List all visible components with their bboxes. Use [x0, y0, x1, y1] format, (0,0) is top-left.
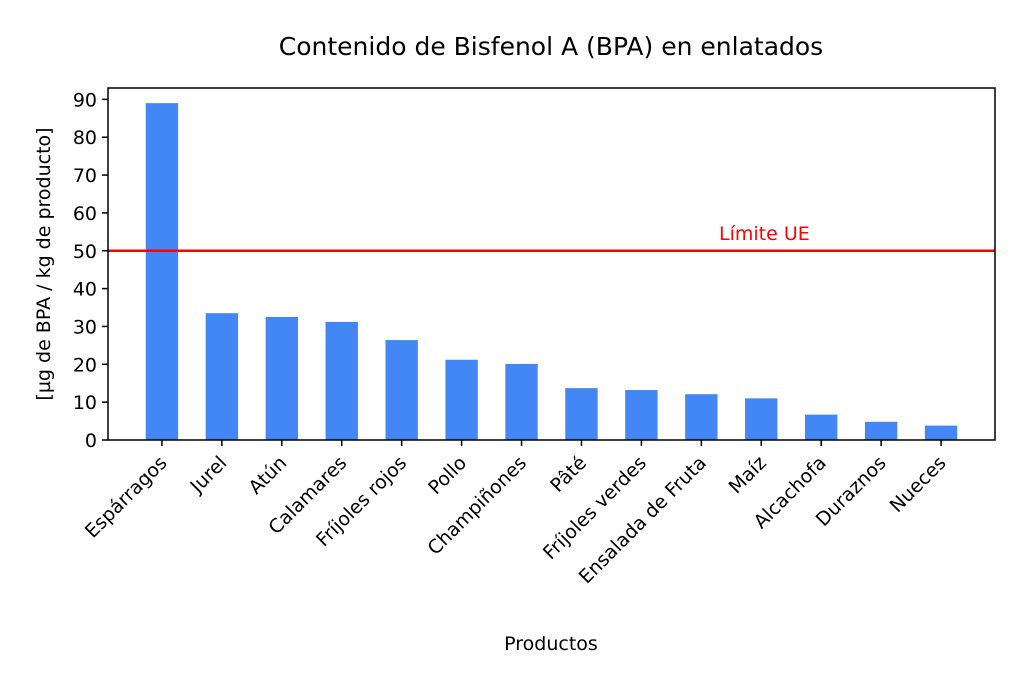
y-tick-label: 90 [73, 89, 97, 111]
y-tick-label: 20 [73, 354, 97, 376]
bar [864, 421, 898, 440]
y-tick-label: 80 [73, 127, 97, 149]
y-tick-label: 70 [73, 165, 97, 187]
bar [565, 388, 598, 440]
x-tick-label: Maíz [725, 452, 771, 498]
x-tick-label: Nueces [886, 452, 951, 517]
x-tick-label: Pâté [546, 452, 591, 497]
bar [924, 425, 958, 440]
y-tick-label: 60 [73, 203, 97, 225]
x-tick-label: Espárragos [81, 452, 172, 543]
y-axis-label: [µg de BPA / kg de producto] [33, 127, 55, 400]
x-tick-label: Pollo [424, 452, 471, 499]
chart-title: Contenido de Bisfenol A (BPA) en enlatad… [279, 32, 823, 61]
bar [685, 394, 718, 440]
bar [265, 316, 298, 440]
plot-frame [107, 87, 996, 441]
bar [145, 103, 179, 441]
y-tick-label: 40 [73, 279, 97, 301]
bar [205, 313, 239, 440]
limit-label: Límite UE [719, 223, 810, 245]
bar [445, 359, 478, 440]
bar [385, 340, 418, 440]
x-tick-label: Jurel [185, 452, 231, 498]
bar [505, 363, 538, 440]
bar [325, 321, 358, 440]
y-tick-label: 30 [73, 316, 97, 338]
y-tick-label: 0 [85, 430, 97, 452]
y-tick-label: 50 [73, 241, 97, 263]
bar [805, 414, 838, 440]
x-tick-label: Fríjoles verdes [539, 452, 651, 564]
y-tick-label: 10 [73, 392, 97, 414]
x-axis-label: Productos [504, 633, 598, 655]
bar [625, 390, 658, 440]
x-tick-label: Atún [245, 452, 292, 499]
bar [745, 398, 778, 440]
